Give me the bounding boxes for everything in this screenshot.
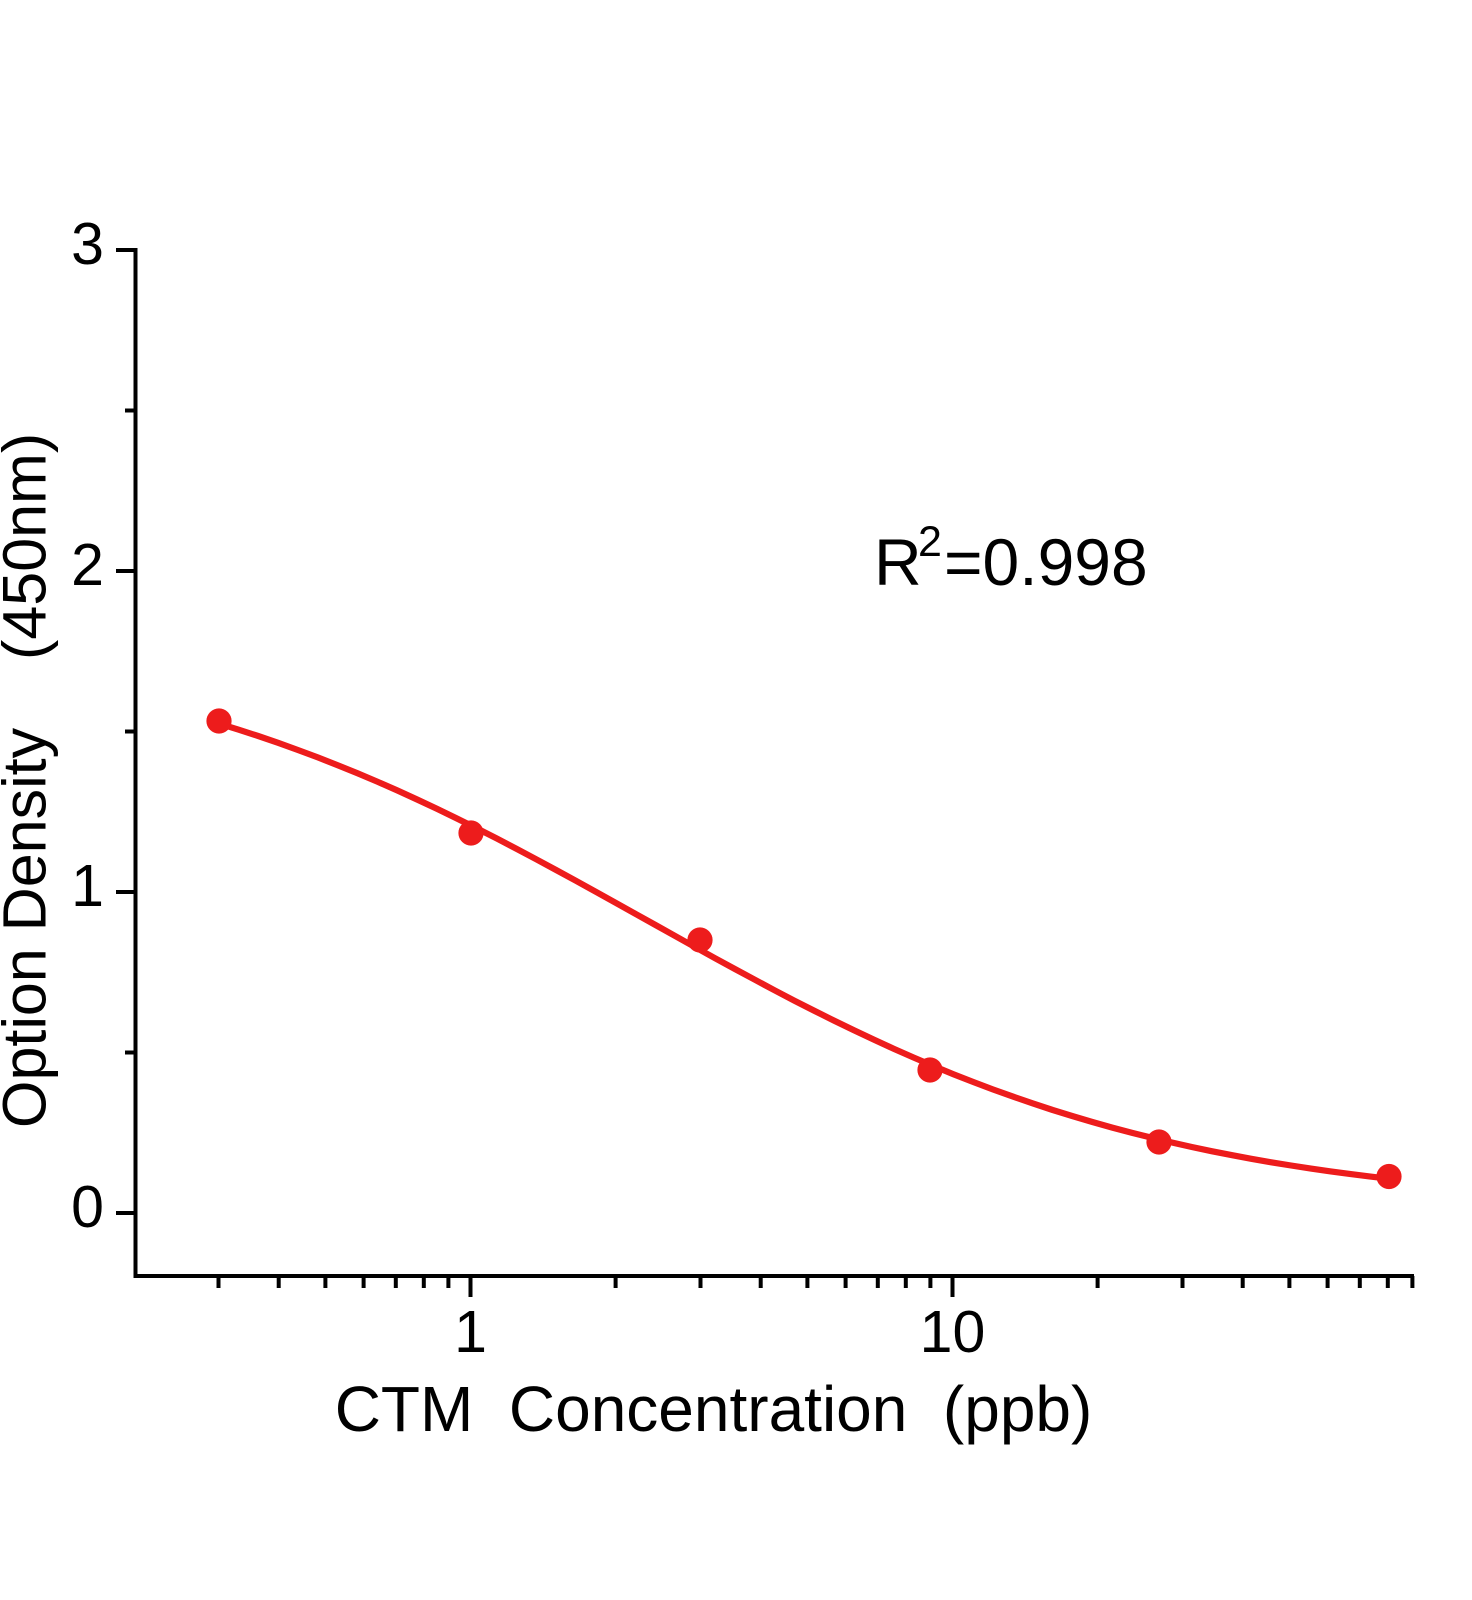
svg-text:Option Density (450nm): Option Density (450nm) [0,433,59,1128]
svg-text:0: 0 [71,1174,104,1240]
svg-text:CTM Concentration (ppb): CTM Concentration (ppb) [335,1373,1093,1445]
svg-text:1: 1 [454,1299,487,1365]
svg-text:=0.998: =0.998 [944,525,1148,599]
svg-text:2: 2 [71,532,104,598]
svg-text:10: 10 [920,1299,986,1365]
svg-text:R: R [874,525,922,599]
svg-text:1: 1 [71,853,104,919]
svg-text:3: 3 [71,211,104,277]
svg-text:2: 2 [918,518,942,566]
